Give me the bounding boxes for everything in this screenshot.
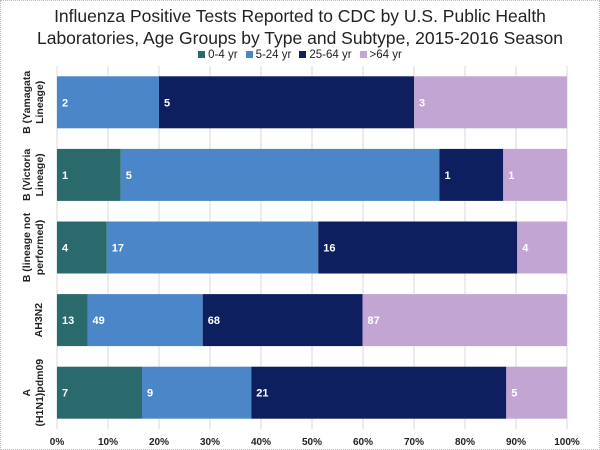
data-label: 49: [93, 315, 105, 327]
legend-swatch: [245, 51, 253, 59]
bar-segment: [506, 366, 567, 419]
legend-label: 5-24 yr: [255, 49, 292, 61]
bar-segment: [503, 148, 567, 201]
bar-segment: [414, 76, 567, 129]
data-label: 5: [511, 388, 517, 400]
data-label: 7: [62, 388, 68, 400]
data-label: 5: [164, 97, 170, 109]
legend: 0-4 yr 5-24 yr 25-64 yr >64 yr: [0, 49, 600, 61]
data-label: 1: [445, 170, 451, 182]
legend-label: >64 yr: [369, 49, 402, 61]
x-tick-label: 100%: [554, 437, 580, 448]
data-label: 3: [419, 97, 425, 109]
y-category-label: A(H1N1)pdm09: [21, 359, 46, 427]
x-tick-label: 80%: [455, 437, 475, 448]
y-category-label: AH3N2: [33, 303, 45, 338]
legend-item-2: 25-64 yr: [299, 49, 352, 61]
x-tick-label: 0%: [50, 437, 65, 448]
data-label: 9: [147, 388, 153, 400]
bar-segment: [202, 294, 363, 347]
x-tick-label: 40%: [251, 437, 271, 448]
x-tick-label: 90%: [506, 437, 526, 448]
data-label: 4: [522, 243, 529, 255]
bar-segment: [120, 148, 440, 201]
data-label: 1: [62, 170, 68, 182]
x-tick-label: 30%: [200, 437, 220, 448]
chart-title-line-2: Laboratories, Age Groups by Type and Sub…: [36, 28, 564, 48]
bar-segment: [57, 221, 107, 274]
data-label: 1: [508, 170, 514, 182]
bar-segment: [159, 76, 414, 129]
legend-swatch: [359, 51, 367, 59]
y-category-label: B (lineage notperformed): [21, 212, 46, 282]
bar-segment: [439, 148, 504, 201]
legend-swatch: [299, 51, 307, 59]
legend-item-3: >64 yr: [359, 49, 402, 61]
chart-title-line-1: Influenza Positive Tests Reported to CDC…: [54, 6, 546, 26]
data-label: 2: [62, 97, 68, 109]
bar-segment: [57, 294, 88, 347]
data-label: 13: [62, 315, 74, 327]
data-label: 21: [256, 388, 268, 400]
data-label: 16: [323, 243, 335, 255]
legend-label: 25-64 yr: [309, 49, 352, 61]
legend-item-1: 5-24 yr: [245, 49, 292, 61]
bar-segment: [57, 366, 142, 419]
y-category-label: B (YamagataLineage): [21, 71, 46, 134]
bar-segment: [57, 148, 121, 201]
x-tick-label: 10%: [98, 437, 118, 448]
x-tick-label: 20%: [149, 437, 169, 448]
bar-segment: [517, 221, 567, 274]
bar-segment: [142, 366, 252, 419]
legend-label: 0-4 yr: [208, 49, 238, 61]
legend-item-0: 0-4 yr: [198, 49, 238, 61]
bar-segment: [57, 76, 159, 129]
x-tick-label: 60%: [353, 437, 373, 448]
bar-segment: [251, 366, 507, 419]
bar-segment: [362, 294, 567, 347]
x-tick-label: 70%: [404, 437, 424, 448]
bar-segment: [106, 221, 319, 274]
data-label: 17: [112, 243, 124, 255]
bar-segment: [87, 294, 203, 347]
x-tick-label: 50%: [302, 437, 322, 448]
data-label: 4: [62, 243, 69, 255]
data-label: 5: [126, 170, 132, 182]
data-label: 68: [208, 315, 220, 327]
y-category-label: B (VictoriaLineage): [21, 149, 46, 201]
data-label: 87: [368, 315, 380, 327]
legend-swatch: [198, 51, 206, 59]
bar-segment: [318, 221, 518, 274]
